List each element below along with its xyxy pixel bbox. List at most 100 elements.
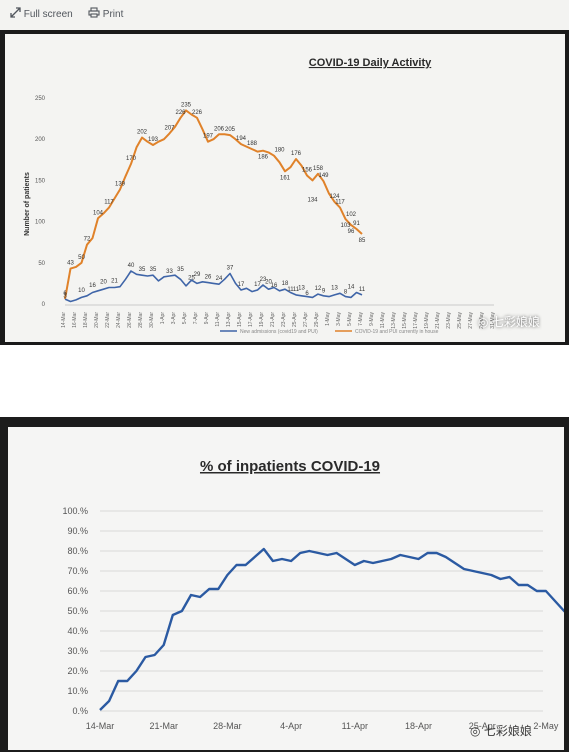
data-label: 158 [313,166,324,172]
x-tick-label: 19-Apr [259,312,265,327]
data-label: 102 [346,212,357,218]
data-label: 12 [315,286,322,292]
watermark-text-top: 七彩娘娘 [491,315,540,329]
x-tick-label: 22-Mar [105,312,111,328]
data-label: 96 [348,229,355,235]
x-tick-label: 9-Apr [204,312,210,325]
chart-title: % of inpatients COVID-19 [200,458,380,475]
x-tick-label: 1-Apr [160,312,166,325]
x-tick-label: 18-Mar [83,312,89,328]
y-tick-label: 150 [35,178,46,184]
x-tick-label: 27-Apr [303,312,309,327]
fullscreen-button[interactable]: Full screen [10,7,73,20]
x-tick-label: 4-Apr [280,721,302,731]
data-label: 21 [111,279,118,285]
data-label: 35 [150,267,157,273]
x-tick-label: 11-May [380,312,386,329]
x-tick-label: 31-May [490,312,496,329]
y-tick-label: 50.% [67,606,88,616]
data-label: 33 [166,269,173,275]
watermark-text-bottom: 七彩娘娘 [483,724,532,738]
watermark-bottom: ◎ 七彩娘娘 [470,722,532,739]
y-tick-label: 50 [38,261,45,267]
y-tick-label: 0.% [72,706,88,716]
print-icon [88,7,100,18]
x-tick-label: 2-May [533,721,559,731]
data-label: 23 [260,277,267,283]
data-label: 25 [188,275,195,281]
x-tick-label: 1-May [325,312,331,326]
x-tick-label: 11-Apr [215,312,221,327]
series-line-activity [64,109,363,300]
x-tick-label: 15-Apr [237,312,243,327]
wechat-icon: ◎ [478,315,489,329]
y-axis-label: Number of patients [24,172,31,236]
x-tick-label: 27-May [468,312,474,329]
x-tick-label: 30-Mar [149,312,155,328]
data-label: 117 [335,200,345,206]
data-label: 16 [271,283,278,289]
x-tick-label: 25-Apr [292,312,298,327]
data-label: 202 [137,130,148,136]
inpatients-chart-photo: % of inpatients COVID-19 0.% 10.% 20.% 30.% 4… [0,417,569,752]
y-tick-label: 100 [35,220,46,226]
data-label: 9 [322,289,326,295]
y-tick-label: 30.% [67,646,88,656]
x-tick-label: 7-May [358,312,364,326]
fullscreen-icon [10,7,21,18]
print-button[interactable]: Print [88,7,123,20]
data-label: 17 [254,282,261,288]
x-tick-label: 11-Apr [342,721,368,731]
data-label: 18 [282,281,289,287]
y-tick-label: 250 [35,96,46,102]
data-label: 35 [139,267,146,273]
y-tick-label: 60.% [67,586,88,596]
legend-label-activity: COVID-19 and PUI currently in house [355,329,439,335]
y-tick-label: 0 [42,302,46,308]
data-label: 40 [128,263,135,269]
x-tick-label: 19-May [424,312,430,329]
y-tick-label: 80.% [67,546,88,556]
data-label: 226 [175,110,186,116]
inpatients-chart: % of inpatients COVID-19 0.% 10.% 20.% 30.% 4… [62,458,569,731]
activity-chart: COVID-19 Daily Activity Number of patient… [24,57,496,335]
x-tick-label: 3-May [336,312,342,326]
data-label: 188 [247,141,258,147]
x-tick-label: 16-Mar [72,312,78,328]
x-tick-label: 5-Apr [182,312,188,325]
data-label: 91 [353,221,360,227]
data-label: 180 [274,148,285,154]
x-tick-label: 13-May [391,312,397,329]
data-label: 11 [293,287,300,293]
data-label: 6 [305,291,309,297]
x-tick-label: 17-Apr [248,312,254,327]
data-label: 13 [331,285,338,291]
data-label: 193 [148,137,159,143]
data-label: 11 [287,287,294,293]
data-label: 35 [177,267,184,273]
y-tick-label: 20.% [67,666,88,676]
data-label: 3 [63,294,67,300]
data-label: 149 [318,173,329,179]
x-tick-label: 14-Mar [61,312,67,328]
series-line-inpatients [99,547,569,711]
x-tick-label: 20-Mar [94,312,100,328]
data-label: 14 [348,284,355,290]
data-label: 194 [236,136,247,142]
activity-chart-panel: COVID-19 Daily Activity Number of patient… [5,34,565,342]
data-label: 104 [93,210,104,216]
x-tick-label: 25-May [457,312,463,329]
data-label: 26 [205,275,212,281]
data-label: 20 [100,280,107,286]
data-label: 134 [307,198,318,204]
x-tick-label: 21-Mar [149,721,178,731]
data-label: 10 [78,288,85,294]
y-tick-label: 200 [35,137,46,143]
viewer-toolbar: Full screen Print [0,0,569,31]
fullscreen-label: Full screen [23,9,73,20]
x-tick-label: 9-May [369,312,375,326]
x-tick-label: 28-Mar [138,312,144,328]
data-label: 43 [67,261,74,267]
x-tick-label: 28-Mar [213,721,242,731]
data-label: 13 [298,285,305,291]
